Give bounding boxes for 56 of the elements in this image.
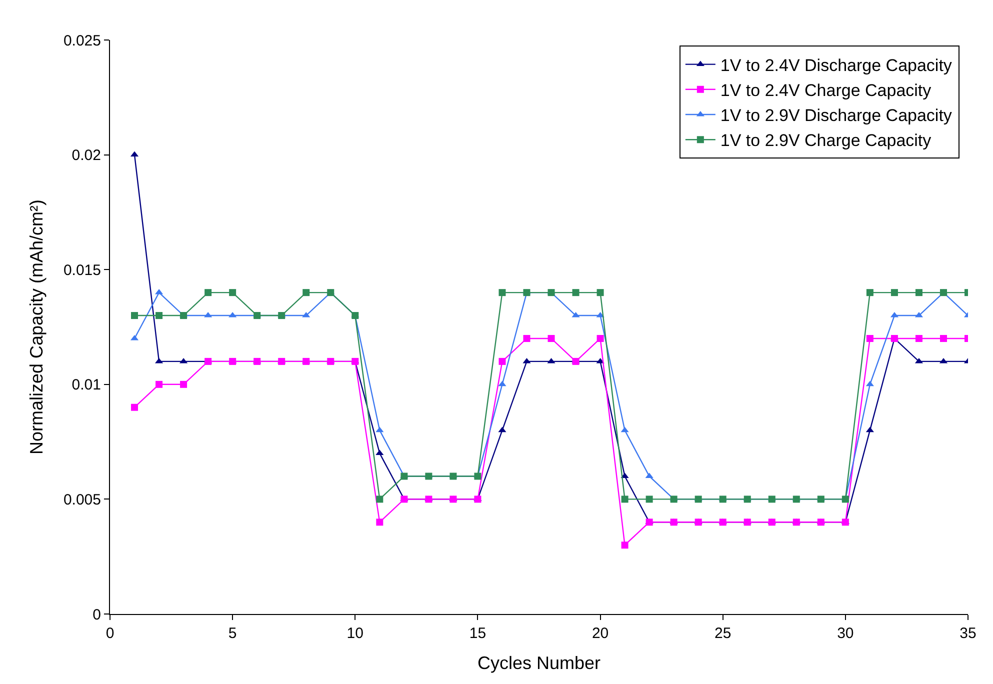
point (866, 289, 874, 296)
x-tick-label: 15 (469, 625, 486, 642)
point (498, 358, 506, 365)
point (131, 404, 138, 411)
point (498, 380, 506, 386)
point (302, 289, 310, 296)
point (646, 496, 653, 503)
y-tick-label: 0 (92, 606, 101, 624)
x-tick-label: 30 (837, 625, 854, 642)
x-tick-label: 0 (106, 625, 114, 642)
point (376, 426, 384, 432)
point (498, 426, 506, 432)
legend-label: 1V to 2.9V Charge Capacity (720, 131, 932, 150)
x-tick-label: 20 (592, 625, 609, 642)
point (522, 358, 531, 364)
point (180, 380, 188, 388)
point (376, 450, 384, 456)
point (547, 358, 556, 364)
point (498, 289, 506, 296)
x-axis-title: Cycles Number (477, 653, 601, 674)
point (915, 334, 922, 342)
point (620, 426, 629, 432)
point (940, 334, 947, 342)
point (572, 289, 580, 296)
legend-label: 1V to 2.4V Discharge Capacity (720, 56, 952, 75)
y-axis-title: Normalized Capacity (mAh/cm²) (26, 199, 47, 455)
x-tick-label: 35 (960, 625, 976, 642)
point (866, 380, 874, 386)
point (229, 289, 236, 296)
point (621, 542, 628, 549)
x-tick-label: 10 (346, 625, 364, 642)
point (596, 334, 604, 342)
x-tick-label: 25 (714, 625, 732, 642)
point (156, 312, 163, 320)
legend-label: 1V to 2.4V Charge Capacity (720, 81, 932, 100)
point (621, 496, 628, 503)
y-tick-label: 0.025 (63, 32, 101, 50)
point (156, 380, 163, 388)
point (866, 334, 874, 342)
y-tick-label: 0.015 (63, 262, 101, 279)
point (890, 289, 898, 296)
x-tick-label: 5 (228, 625, 237, 642)
point (523, 334, 530, 342)
y-tick-label: 0.01 (72, 376, 101, 394)
point (915, 289, 922, 296)
point (548, 334, 555, 342)
legend-label: 1V to 2.9V Discharge Capacity (720, 106, 952, 126)
y-tick-label: 0.005 (63, 491, 101, 508)
point (180, 358, 188, 364)
point (376, 518, 384, 526)
point (596, 289, 604, 296)
point (376, 496, 384, 503)
point (204, 289, 212, 296)
y-tick-label: 0.02 (72, 147, 101, 164)
point (131, 312, 138, 320)
point (866, 426, 874, 432)
